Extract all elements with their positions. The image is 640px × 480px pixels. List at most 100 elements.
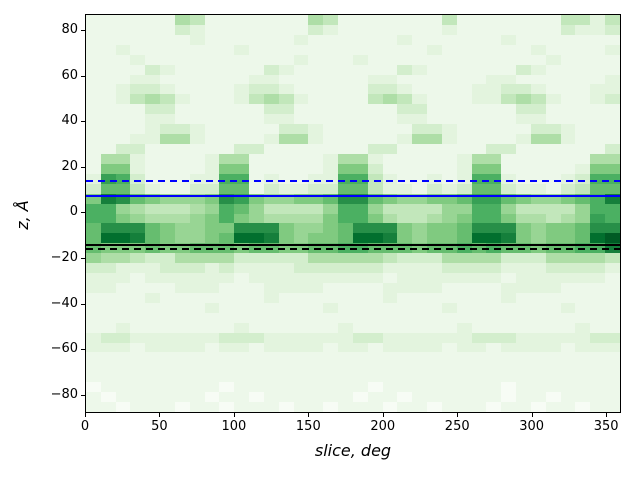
heatmap-cell (471, 233, 487, 244)
heatmap-cell (263, 402, 279, 412)
heatmap-cell (174, 223, 190, 234)
heatmap-cell (86, 233, 101, 244)
heatmap-cell (382, 342, 398, 353)
heatmap-cell (189, 84, 205, 95)
heatmap-cell (130, 273, 146, 283)
heatmap-cell (441, 203, 457, 214)
heatmap-cell (575, 332, 591, 343)
heatmap-cell (115, 54, 131, 65)
heatmap-cell (427, 183, 442, 194)
heatmap-cell (130, 163, 146, 174)
heatmap-cell (189, 332, 205, 343)
heatmap-cell (486, 173, 502, 184)
heatmap-cell (338, 263, 353, 274)
heatmap-cell (100, 163, 116, 174)
heatmap-cell (501, 64, 517, 75)
heatmap-cell (441, 282, 457, 293)
heatmap-cell (160, 382, 175, 393)
heatmap-cell (189, 402, 205, 412)
heatmap-cell (382, 94, 398, 105)
heatmap-cell (545, 223, 561, 234)
heatmap-cell (530, 124, 546, 135)
heatmap-cell (575, 263, 591, 274)
heatmap-cell (338, 124, 353, 135)
heatmap-cell (382, 312, 398, 323)
heatmap-cell (160, 114, 175, 125)
heatmap-cell (605, 54, 620, 65)
heatmap-cell (338, 302, 353, 313)
heatmap-cell (234, 94, 250, 105)
heatmap-cell (590, 134, 606, 145)
heatmap-cell (219, 233, 235, 244)
heatmap-cell (338, 54, 353, 65)
heatmap-cell (189, 15, 205, 25)
heatmap-cell (308, 44, 324, 55)
heatmap-cell (86, 74, 101, 85)
heatmap-cell (234, 223, 250, 234)
heatmap-cell (590, 362, 606, 373)
heatmap-cell (441, 213, 457, 224)
heatmap-cell (605, 382, 620, 393)
heatmap-cell (382, 253, 398, 264)
heatmap-cell (397, 34, 413, 45)
y-tick-label: 20 (61, 158, 78, 174)
heatmap-cell (501, 134, 517, 145)
heatmap-cell (516, 144, 531, 154)
heatmap-cell (471, 392, 487, 403)
heatmap-cell (234, 104, 250, 115)
heatmap-cell (456, 74, 472, 85)
x-tick (457, 413, 459, 417)
heatmap-cell (456, 54, 472, 65)
heatmap-cell (160, 302, 175, 313)
heatmap-cell (486, 372, 502, 383)
heatmap-cell (516, 163, 531, 174)
heatmap-cell (516, 322, 531, 333)
y-tick (81, 166, 85, 168)
heatmap-cell (160, 292, 175, 303)
heatmap-cell (427, 312, 442, 323)
heatmap-cell (100, 124, 116, 135)
heatmap-cell (456, 382, 472, 393)
heatmap-cell (338, 223, 353, 234)
heatmap-cell (427, 302, 442, 313)
heatmap-cell (293, 74, 309, 85)
heatmap-cell (219, 144, 235, 154)
heatmap-cell (219, 223, 235, 234)
heatmap-cell (471, 44, 487, 55)
heatmap-cell (545, 114, 561, 125)
heatmap-cell (456, 282, 472, 293)
heatmap-cell (427, 64, 442, 75)
plot-area (85, 14, 621, 413)
heatmap-cell (249, 34, 264, 45)
heatmap-cell (204, 263, 220, 274)
heatmap-cell (605, 332, 620, 343)
heatmap-cell (160, 402, 175, 412)
heatmap-cell (204, 302, 220, 313)
heatmap-cell (293, 253, 309, 264)
heatmap-cell (486, 24, 502, 35)
heatmap-cell (249, 322, 264, 333)
heatmap-cell (293, 213, 309, 224)
heatmap-cell (456, 163, 472, 174)
heatmap-cell (219, 183, 235, 194)
heatmap-cell (412, 332, 428, 343)
heatmap-cell (308, 233, 324, 244)
heatmap-cell (100, 233, 116, 244)
heatmap-cell (486, 332, 502, 343)
heatmap-cell (456, 213, 472, 224)
heatmap-cell (560, 273, 576, 283)
heatmap-cell (560, 124, 576, 135)
heatmap-cell (530, 15, 546, 25)
heatmap-cell (501, 193, 517, 204)
heatmap-cell (575, 24, 591, 35)
heatmap-cell (412, 223, 428, 234)
heatmap-cell (263, 163, 279, 174)
heatmap-cell (382, 282, 398, 293)
heatmap-cell (530, 213, 546, 224)
heatmap-cell (219, 54, 235, 65)
heatmap-cell (100, 104, 116, 115)
heatmap-cell (249, 292, 264, 303)
y-tick (81, 257, 85, 259)
heatmap-cell (560, 34, 576, 45)
upper-boundary-solid-line (86, 195, 620, 198)
